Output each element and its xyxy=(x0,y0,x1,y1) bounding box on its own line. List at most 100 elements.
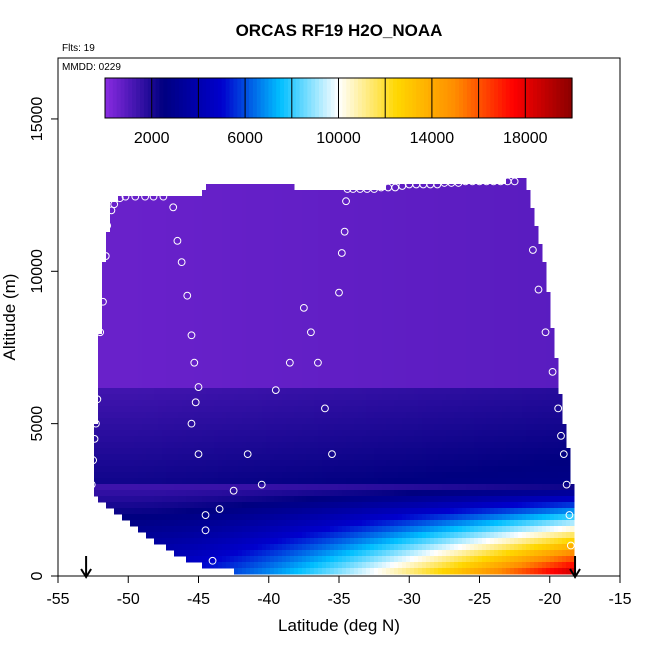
heatmap-cell xyxy=(330,238,335,245)
heatmap-cell xyxy=(342,448,347,455)
heatmap-cell xyxy=(158,490,163,497)
heatmap-cell xyxy=(414,244,419,251)
heatmap-cell xyxy=(158,196,163,203)
heatmap-cell xyxy=(122,256,127,263)
heatmap-cell xyxy=(318,202,323,209)
heatmap-cell xyxy=(234,262,239,269)
heatmap-cell xyxy=(350,292,355,299)
heatmap-cell xyxy=(306,436,311,443)
heatmap-cell xyxy=(334,328,339,335)
heatmap-cell xyxy=(238,562,243,569)
heatmap-cell xyxy=(150,274,155,281)
heatmap-cell xyxy=(346,292,351,299)
heatmap-cell xyxy=(394,568,399,575)
heatmap-cell xyxy=(170,196,175,203)
heatmap-cell xyxy=(382,460,387,467)
heatmap-cell xyxy=(370,274,375,281)
heatmap-cell xyxy=(330,526,335,533)
heatmap-cell xyxy=(174,412,179,419)
heatmap-cell xyxy=(378,364,383,371)
heatmap-cell xyxy=(338,352,343,359)
heatmap-cell xyxy=(302,478,307,485)
heatmap-cell xyxy=(134,322,139,329)
heatmap-cell xyxy=(130,262,135,269)
heatmap-cell xyxy=(146,460,151,467)
heatmap-cell xyxy=(374,286,379,293)
heatmap-cell xyxy=(414,508,419,515)
heatmap-cell xyxy=(250,562,255,569)
heatmap-cell xyxy=(166,376,171,383)
heatmap-cell xyxy=(166,460,171,467)
heatmap-cell xyxy=(322,352,327,359)
heatmap-cell xyxy=(142,496,147,503)
heatmap-cell xyxy=(414,310,419,317)
heatmap-cell xyxy=(206,292,211,299)
heatmap-cell xyxy=(174,472,179,479)
heatmap-cell xyxy=(154,334,159,341)
heatmap-cell xyxy=(414,346,419,353)
heatmap-cell xyxy=(166,508,171,515)
heatmap-cell xyxy=(366,514,371,521)
heatmap-cell xyxy=(414,406,419,413)
heatmap-cell xyxy=(242,232,247,239)
heatmap-cell xyxy=(254,454,259,461)
heatmap-cell xyxy=(354,346,359,353)
heatmap-cell xyxy=(110,214,115,221)
heatmap-cell xyxy=(142,466,147,473)
heatmap-cell xyxy=(334,244,339,251)
heatmap-cell xyxy=(166,298,171,305)
heatmap-cell xyxy=(118,412,123,419)
heatmap-cell xyxy=(346,394,351,401)
heatmap-cell xyxy=(306,478,311,485)
heatmap-cell xyxy=(158,340,163,347)
heatmap-cell xyxy=(194,466,199,473)
heatmap-cell xyxy=(198,346,203,353)
heatmap-cell xyxy=(134,340,139,347)
heatmap-cell xyxy=(122,394,127,401)
heatmap-cell xyxy=(242,214,247,221)
heatmap-cell xyxy=(342,394,347,401)
heatmap-cell xyxy=(190,310,195,317)
heatmap-cell xyxy=(398,316,403,323)
heatmap-cell xyxy=(414,322,419,329)
heatmap-cell xyxy=(126,484,131,491)
heatmap-cell xyxy=(358,358,363,365)
heatmap-cell xyxy=(294,412,299,419)
heatmap-cell xyxy=(386,184,391,191)
heatmap-cell xyxy=(318,412,323,419)
heatmap-cell xyxy=(126,514,131,521)
heatmap-cell xyxy=(154,400,159,407)
heatmap-cell xyxy=(254,286,259,293)
heatmap-cell xyxy=(118,328,123,335)
heatmap-cell xyxy=(254,346,259,353)
heatmap-cell xyxy=(402,436,407,443)
heatmap-cell xyxy=(166,262,171,269)
heatmap-cell xyxy=(262,550,267,557)
heatmap-cell xyxy=(142,316,147,323)
heatmap-cell xyxy=(142,478,147,485)
heatmap-cell xyxy=(390,334,395,341)
heatmap-cell xyxy=(178,412,183,419)
heatmap-cell xyxy=(314,502,319,509)
heatmap-cell xyxy=(250,556,255,563)
heatmap-cell xyxy=(366,274,371,281)
heatmap-cell xyxy=(166,346,171,353)
heatmap-cell xyxy=(362,358,367,365)
heatmap-cell xyxy=(166,430,171,437)
heatmap-cell xyxy=(410,346,415,353)
heatmap-cell xyxy=(402,562,407,569)
heatmap-cell xyxy=(98,352,103,359)
heatmap-cell xyxy=(130,322,135,329)
heatmap-cell xyxy=(142,406,147,413)
heatmap-cell xyxy=(230,496,235,503)
heatmap-cell xyxy=(266,430,271,437)
heatmap-cell xyxy=(158,436,163,443)
heatmap-cell xyxy=(130,286,135,293)
heatmap-cell xyxy=(174,316,179,323)
heatmap-cell xyxy=(258,364,263,371)
heatmap-cell xyxy=(302,472,307,479)
heatmap-cell xyxy=(350,460,355,467)
heatmap-cell xyxy=(350,514,355,521)
heatmap-cell xyxy=(402,214,407,221)
heatmap-cell xyxy=(330,460,335,467)
